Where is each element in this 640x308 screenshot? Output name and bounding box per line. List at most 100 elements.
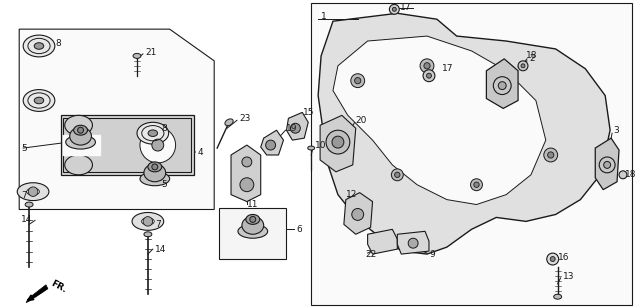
Text: 21: 21 bbox=[145, 48, 156, 57]
Circle shape bbox=[250, 217, 256, 222]
Circle shape bbox=[392, 169, 403, 181]
Text: 23: 23 bbox=[239, 114, 250, 123]
Ellipse shape bbox=[65, 116, 92, 135]
Circle shape bbox=[389, 4, 399, 14]
Circle shape bbox=[548, 152, 554, 158]
Ellipse shape bbox=[65, 155, 92, 175]
Ellipse shape bbox=[141, 218, 154, 225]
Ellipse shape bbox=[148, 162, 162, 172]
Circle shape bbox=[604, 161, 611, 168]
Circle shape bbox=[143, 217, 152, 226]
Circle shape bbox=[77, 127, 84, 133]
Ellipse shape bbox=[23, 90, 55, 111]
Polygon shape bbox=[260, 130, 284, 155]
Ellipse shape bbox=[140, 172, 170, 186]
Circle shape bbox=[474, 182, 479, 187]
Polygon shape bbox=[63, 135, 100, 155]
Circle shape bbox=[152, 139, 164, 151]
Text: 18: 18 bbox=[625, 170, 636, 179]
Circle shape bbox=[352, 209, 364, 221]
Text: 15: 15 bbox=[303, 108, 315, 117]
Text: 2: 2 bbox=[529, 55, 534, 63]
Circle shape bbox=[490, 90, 502, 101]
Polygon shape bbox=[19, 29, 214, 209]
Polygon shape bbox=[231, 145, 260, 201]
Ellipse shape bbox=[17, 183, 49, 201]
Circle shape bbox=[423, 70, 435, 82]
Circle shape bbox=[619, 171, 627, 179]
Text: 12: 12 bbox=[346, 190, 357, 199]
Circle shape bbox=[518, 61, 528, 71]
Polygon shape bbox=[397, 231, 429, 254]
Circle shape bbox=[499, 82, 506, 90]
Ellipse shape bbox=[242, 217, 264, 234]
Text: 3: 3 bbox=[613, 126, 619, 135]
Ellipse shape bbox=[144, 232, 152, 237]
Circle shape bbox=[392, 7, 396, 11]
Ellipse shape bbox=[25, 202, 33, 207]
Circle shape bbox=[424, 63, 430, 69]
Text: 9: 9 bbox=[429, 249, 435, 259]
Polygon shape bbox=[63, 118, 191, 172]
Ellipse shape bbox=[70, 127, 92, 145]
Ellipse shape bbox=[132, 213, 164, 230]
Ellipse shape bbox=[35, 43, 44, 49]
Circle shape bbox=[395, 172, 400, 177]
Ellipse shape bbox=[246, 214, 260, 224]
Text: 11: 11 bbox=[247, 200, 259, 209]
Circle shape bbox=[242, 157, 252, 167]
Circle shape bbox=[420, 59, 434, 73]
Circle shape bbox=[547, 253, 559, 265]
Circle shape bbox=[140, 127, 175, 163]
Circle shape bbox=[470, 179, 483, 191]
Circle shape bbox=[521, 64, 525, 68]
Text: 17: 17 bbox=[400, 3, 412, 12]
Ellipse shape bbox=[66, 135, 95, 149]
Text: 7: 7 bbox=[21, 191, 27, 200]
Text: 4: 4 bbox=[197, 148, 203, 156]
Polygon shape bbox=[287, 112, 308, 140]
Ellipse shape bbox=[238, 224, 268, 238]
Text: 13: 13 bbox=[563, 272, 574, 282]
Polygon shape bbox=[26, 285, 48, 303]
Text: 14: 14 bbox=[155, 245, 166, 253]
Text: 5: 5 bbox=[162, 180, 168, 189]
Ellipse shape bbox=[133, 53, 141, 59]
Circle shape bbox=[332, 136, 344, 148]
Text: 20: 20 bbox=[356, 116, 367, 125]
Text: 1: 1 bbox=[321, 12, 327, 21]
Circle shape bbox=[426, 73, 431, 78]
Ellipse shape bbox=[35, 97, 44, 104]
Text: 10: 10 bbox=[315, 140, 326, 150]
Ellipse shape bbox=[23, 35, 55, 57]
Ellipse shape bbox=[137, 122, 169, 144]
Text: 14: 14 bbox=[21, 215, 33, 224]
Ellipse shape bbox=[144, 164, 166, 182]
Circle shape bbox=[408, 238, 418, 248]
Circle shape bbox=[28, 187, 38, 197]
Ellipse shape bbox=[74, 125, 88, 135]
Circle shape bbox=[351, 74, 365, 87]
Circle shape bbox=[152, 164, 158, 170]
Circle shape bbox=[291, 123, 300, 133]
Text: 22: 22 bbox=[365, 249, 377, 259]
Bar bbox=[219, 208, 287, 259]
Circle shape bbox=[355, 78, 361, 84]
Circle shape bbox=[493, 93, 499, 98]
Ellipse shape bbox=[225, 119, 233, 126]
Polygon shape bbox=[486, 59, 518, 108]
Text: 16: 16 bbox=[557, 253, 569, 261]
Circle shape bbox=[550, 257, 555, 261]
Circle shape bbox=[544, 148, 557, 162]
Polygon shape bbox=[344, 192, 372, 234]
Polygon shape bbox=[311, 3, 632, 305]
Ellipse shape bbox=[554, 294, 562, 299]
Text: 8: 8 bbox=[162, 124, 168, 133]
Text: 6: 6 bbox=[296, 225, 302, 234]
Text: 8: 8 bbox=[56, 38, 61, 47]
Text: 17: 17 bbox=[442, 64, 453, 73]
Text: 5: 5 bbox=[21, 144, 27, 152]
Circle shape bbox=[326, 130, 350, 154]
Polygon shape bbox=[318, 13, 610, 254]
Polygon shape bbox=[320, 116, 356, 172]
